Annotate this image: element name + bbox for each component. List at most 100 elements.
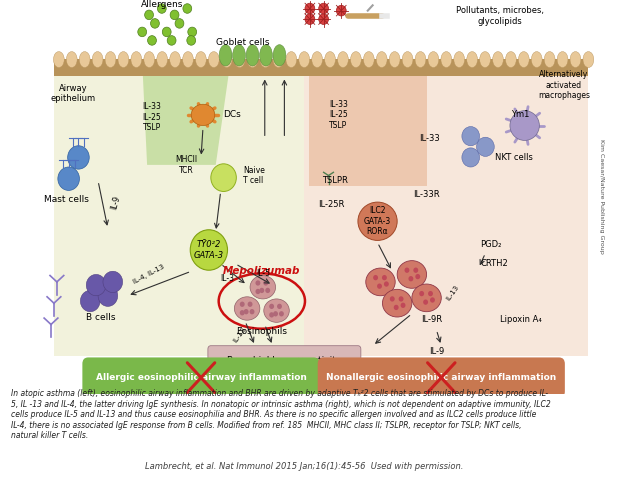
- Ellipse shape: [401, 303, 406, 308]
- Ellipse shape: [264, 299, 289, 323]
- Ellipse shape: [544, 51, 555, 68]
- Ellipse shape: [167, 36, 176, 45]
- Ellipse shape: [138, 27, 147, 36]
- Text: IL-25R: IL-25R: [318, 200, 345, 209]
- Ellipse shape: [54, 51, 64, 68]
- Ellipse shape: [234, 297, 260, 320]
- Ellipse shape: [570, 51, 581, 68]
- Ellipse shape: [86, 275, 106, 296]
- Text: IL-3: IL-3: [221, 274, 234, 283]
- Text: CRTH2: CRTH2: [481, 259, 508, 268]
- Ellipse shape: [477, 137, 494, 156]
- Text: Nonallergic eosinophilic airway inflammation: Nonallergic eosinophilic airway inflamma…: [326, 373, 556, 382]
- Ellipse shape: [364, 51, 374, 68]
- Ellipse shape: [58, 167, 79, 191]
- Ellipse shape: [273, 311, 278, 316]
- Ellipse shape: [246, 45, 259, 66]
- Ellipse shape: [255, 289, 260, 294]
- Ellipse shape: [299, 51, 310, 68]
- Text: TSLPR: TSLPR: [323, 176, 348, 185]
- Ellipse shape: [265, 288, 270, 293]
- Ellipse shape: [273, 45, 286, 66]
- Ellipse shape: [428, 51, 439, 68]
- Ellipse shape: [412, 284, 442, 312]
- Polygon shape: [309, 62, 427, 186]
- Ellipse shape: [183, 4, 192, 13]
- Text: IL-4, IL-13: IL-4, IL-13: [132, 264, 166, 285]
- Ellipse shape: [399, 296, 404, 301]
- Ellipse shape: [351, 51, 362, 68]
- Text: NKT cells: NKT cells: [495, 153, 533, 162]
- Ellipse shape: [118, 51, 129, 68]
- Ellipse shape: [402, 51, 413, 68]
- Text: Goblet cells: Goblet cells: [216, 38, 270, 47]
- Ellipse shape: [273, 51, 284, 68]
- Ellipse shape: [219, 45, 232, 66]
- Text: Lipoxin A₄: Lipoxin A₄: [500, 314, 542, 324]
- Ellipse shape: [191, 104, 215, 126]
- Ellipse shape: [150, 19, 159, 28]
- Polygon shape: [304, 59, 588, 356]
- Bar: [54, 59, 588, 75]
- Ellipse shape: [250, 276, 276, 299]
- Text: Alternatively
activated
macrophages: Alternatively activated macrophages: [538, 70, 590, 100]
- FancyBboxPatch shape: [83, 358, 320, 398]
- Text: B cells: B cells: [86, 312, 116, 322]
- Ellipse shape: [382, 275, 387, 280]
- Text: Pollutants, microbes,
glycolipids: Pollutants, microbes, glycolipids: [456, 6, 544, 25]
- Text: Eosinophils: Eosinophils: [236, 327, 287, 336]
- Ellipse shape: [233, 45, 245, 66]
- Ellipse shape: [247, 51, 258, 68]
- Ellipse shape: [170, 10, 179, 20]
- Ellipse shape: [358, 202, 397, 240]
- Ellipse shape: [428, 291, 433, 296]
- Ellipse shape: [286, 51, 297, 68]
- Ellipse shape: [259, 288, 264, 293]
- Ellipse shape: [260, 51, 271, 68]
- Ellipse shape: [157, 51, 168, 68]
- Ellipse shape: [467, 51, 477, 68]
- Ellipse shape: [404, 267, 410, 273]
- Ellipse shape: [366, 268, 396, 296]
- Text: Bronchial hyperreactivity: Bronchial hyperreactivity: [227, 356, 342, 365]
- Ellipse shape: [319, 3, 328, 14]
- Ellipse shape: [376, 51, 387, 68]
- Ellipse shape: [163, 27, 171, 36]
- Polygon shape: [54, 59, 304, 356]
- Text: Kim Caesar/Nature Publishing Group: Kim Caesar/Nature Publishing Group: [598, 139, 604, 254]
- Ellipse shape: [454, 51, 465, 68]
- Ellipse shape: [240, 310, 244, 315]
- Ellipse shape: [415, 51, 426, 68]
- Ellipse shape: [430, 297, 435, 303]
- Ellipse shape: [190, 230, 227, 270]
- Ellipse shape: [408, 276, 413, 281]
- Ellipse shape: [319, 14, 328, 24]
- Ellipse shape: [305, 14, 315, 24]
- Ellipse shape: [157, 4, 166, 13]
- Ellipse shape: [441, 51, 452, 68]
- Text: Allergens: Allergens: [141, 0, 183, 9]
- Ellipse shape: [81, 290, 100, 312]
- Ellipse shape: [493, 51, 504, 68]
- Text: IL-9R: IL-9R: [421, 314, 442, 324]
- Ellipse shape: [269, 312, 274, 318]
- Ellipse shape: [195, 51, 206, 68]
- Text: IL-9: IL-9: [110, 194, 122, 210]
- Ellipse shape: [277, 304, 282, 309]
- Ellipse shape: [510, 110, 540, 141]
- Ellipse shape: [68, 146, 89, 169]
- Ellipse shape: [337, 5, 346, 16]
- Text: MHCII
TCR: MHCII TCR: [175, 155, 197, 175]
- Ellipse shape: [337, 51, 348, 68]
- Ellipse shape: [105, 51, 116, 68]
- Ellipse shape: [79, 51, 90, 68]
- Text: DCs: DCs: [223, 110, 241, 120]
- Ellipse shape: [583, 51, 594, 68]
- Ellipse shape: [188, 27, 196, 36]
- Ellipse shape: [377, 284, 382, 289]
- Ellipse shape: [518, 51, 529, 68]
- Text: Mast cells: Mast cells: [44, 195, 89, 204]
- Text: IL-5: IL-5: [256, 269, 270, 278]
- Ellipse shape: [131, 51, 141, 68]
- Text: Airway
epithelium: Airway epithelium: [51, 84, 96, 103]
